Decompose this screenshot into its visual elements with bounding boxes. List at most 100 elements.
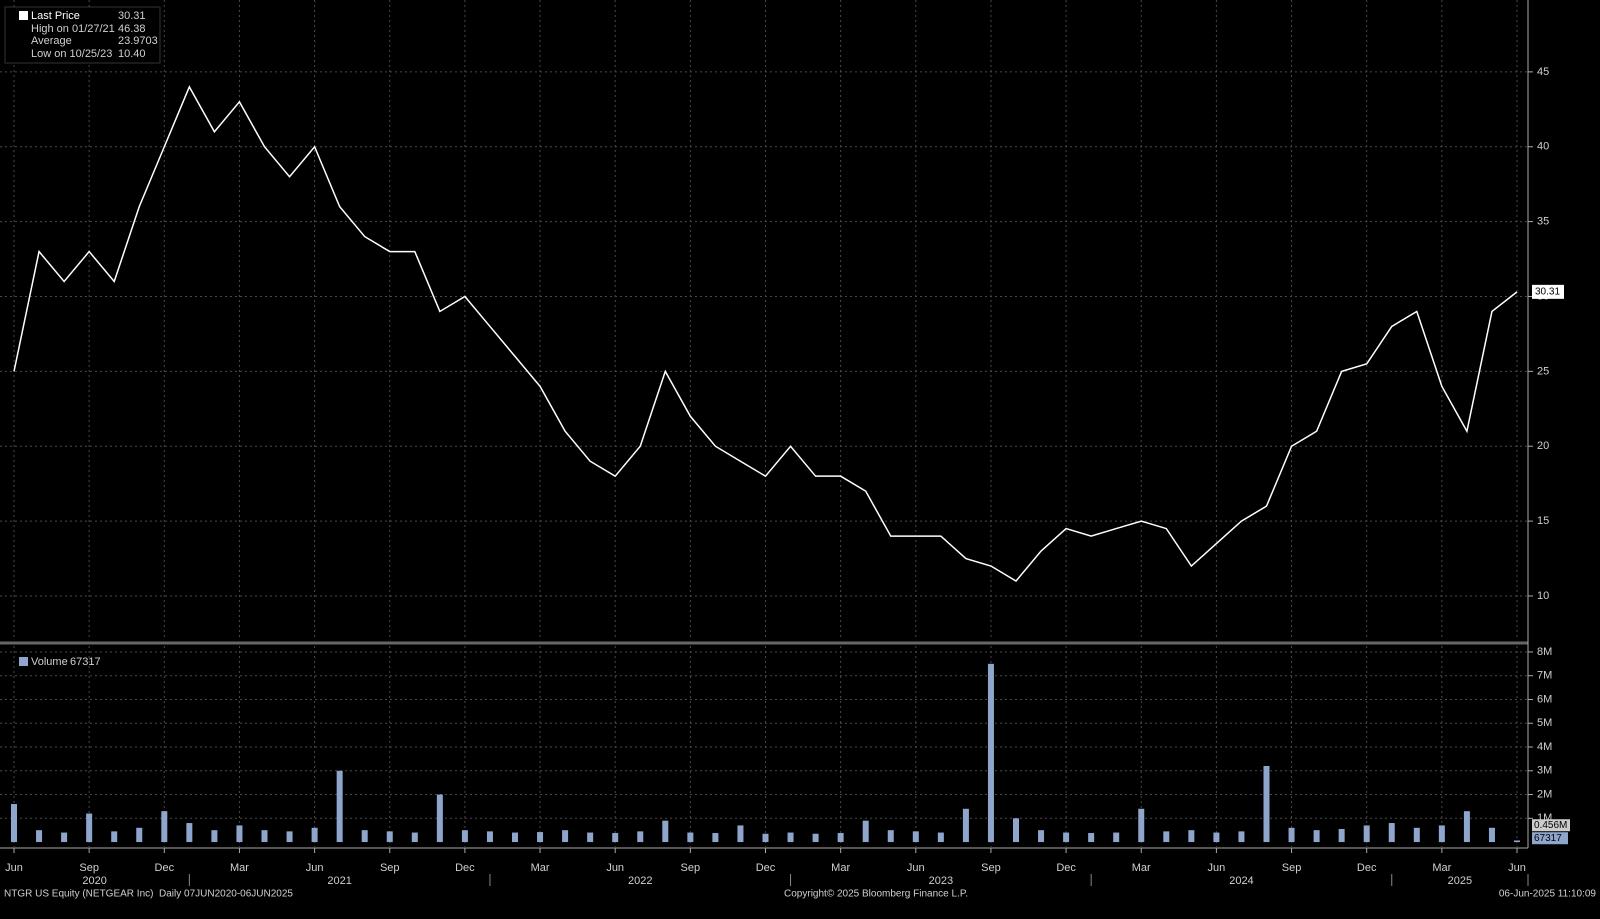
year-label: 2022	[628, 875, 652, 887]
price-line	[13, 85, 1518, 582]
volume-bar	[111, 831, 118, 843]
year-label: 2024	[1229, 875, 1253, 887]
footer-left: NTGR US Equity (NETGEAR Inc) Daily 07JUN…	[4, 889, 293, 900]
legend-box	[4, 6, 161, 64]
volume-bar	[1088, 833, 1095, 843]
legend-label: Average	[31, 35, 72, 47]
volume-bar	[361, 830, 368, 843]
y-tick-label: 10	[1537, 590, 1549, 602]
volume-bar	[336, 770, 343, 843]
last-price-tag	[1532, 284, 1564, 299]
y-tick-label: 2M	[1537, 788, 1552, 800]
volume-bar	[1238, 831, 1245, 843]
volume-bar	[486, 831, 493, 843]
average-tag	[1532, 819, 1570, 832]
volume-bar	[36, 830, 43, 843]
footer-center: Copyright© 2025 Bloomberg Finance L.P.	[784, 889, 968, 900]
x-tick-label: Mar	[1432, 862, 1451, 874]
volume-bar	[461, 830, 468, 843]
volume-bar	[1163, 831, 1170, 843]
volume-bar	[637, 831, 644, 843]
year-label: 2020	[82, 875, 106, 887]
volume-bar	[1438, 825, 1445, 843]
legend-label: Volume	[31, 656, 68, 668]
legend-value: 30.31	[118, 10, 146, 22]
volume-bar	[161, 811, 168, 843]
volume-bar	[837, 833, 844, 843]
volume-bar	[211, 830, 218, 843]
x-tick-label: Dec	[1056, 862, 1076, 874]
volume-bar	[1263, 766, 1270, 843]
volume-bar	[662, 820, 669, 843]
y-tick-label: 40	[1537, 141, 1549, 153]
volume-bar	[311, 827, 318, 843]
y-tick-label: 25	[1537, 365, 1549, 377]
volume-bar	[386, 831, 393, 843]
x-tick-label: Dec	[1357, 862, 1377, 874]
volume-bar	[987, 663, 994, 843]
x-tick-label: Dec	[756, 862, 776, 874]
legend-value: 23.9703	[118, 35, 158, 47]
volume-bar	[962, 808, 969, 843]
volume-bar	[11, 804, 17, 843]
x-tick-label: Mar	[531, 862, 550, 874]
x-tick-label: Mar	[831, 862, 850, 874]
legend-value: 10.40	[118, 48, 146, 60]
volume-bar	[812, 833, 819, 843]
volume-bar	[1388, 823, 1395, 843]
volume-bar	[1013, 818, 1019, 843]
legend-label: Low on 10/25/23	[31, 48, 112, 60]
volume-bar	[61, 832, 68, 843]
volume-bar	[1363, 825, 1370, 843]
volume-bar	[687, 832, 694, 843]
legend-swatch	[19, 11, 28, 20]
x-tick-label: Sep	[681, 862, 701, 874]
year-label: 2021	[327, 875, 351, 887]
volume-bar	[937, 832, 944, 843]
y-tick-label: 5M	[1537, 717, 1552, 729]
y-tick-label: 6M	[1537, 693, 1552, 705]
legend-value: 67317	[70, 656, 101, 668]
y-tick-label: 20	[1537, 440, 1549, 452]
plot-layer: 101520253035404530.311M2M3M4M5M6M7M8MJun…	[0, 0, 1570, 887]
volume-bar	[286, 831, 293, 843]
x-tick-label: Sep	[79, 862, 99, 874]
x-tick-label: Sep	[981, 862, 1001, 874]
volume-bar	[86, 813, 93, 843]
footer-right: 06-Jun-2025 11:10:09	[1499, 889, 1597, 900]
y-tick-label: 3M	[1537, 765, 1552, 777]
volume-bar	[862, 820, 869, 843]
x-tick-label: Jun	[606, 862, 624, 874]
year-label: 2025	[1448, 875, 1472, 887]
volume-bar	[136, 827, 143, 843]
volume-bar	[436, 794, 443, 843]
volume-bar	[1188, 830, 1195, 843]
y-tick-label: 15	[1537, 515, 1549, 527]
volume-bar	[236, 825, 243, 843]
y-tick-label: 8M	[1537, 646, 1552, 658]
volume-bar	[1463, 811, 1470, 843]
volume-bar	[787, 832, 794, 843]
volume-bar	[912, 831, 919, 843]
volume-bar	[587, 832, 594, 843]
y-tick-label: 4M	[1537, 741, 1552, 753]
x-tick-label: Sep	[1282, 862, 1302, 874]
volume-bar	[612, 833, 619, 843]
volume-bar	[537, 832, 544, 843]
x-tick-label: Mar	[1132, 862, 1151, 874]
volume-bar	[1063, 832, 1070, 843]
volume-bar	[261, 830, 268, 843]
y-tick-label: 45	[1537, 66, 1549, 78]
legend-label: Last Price	[31, 10, 80, 22]
volume-bar	[1038, 830, 1045, 843]
volume-bar	[411, 832, 418, 843]
volume-bar	[1288, 827, 1295, 843]
volume-bar	[1213, 832, 1220, 843]
legend-swatch	[19, 657, 28, 666]
y-tick-label: 35	[1537, 216, 1549, 228]
last-volume-tag	[1532, 832, 1568, 845]
volume-bar	[887, 830, 894, 843]
x-tick-label: Dec	[455, 862, 475, 874]
x-tick-label: Sep	[380, 862, 400, 874]
